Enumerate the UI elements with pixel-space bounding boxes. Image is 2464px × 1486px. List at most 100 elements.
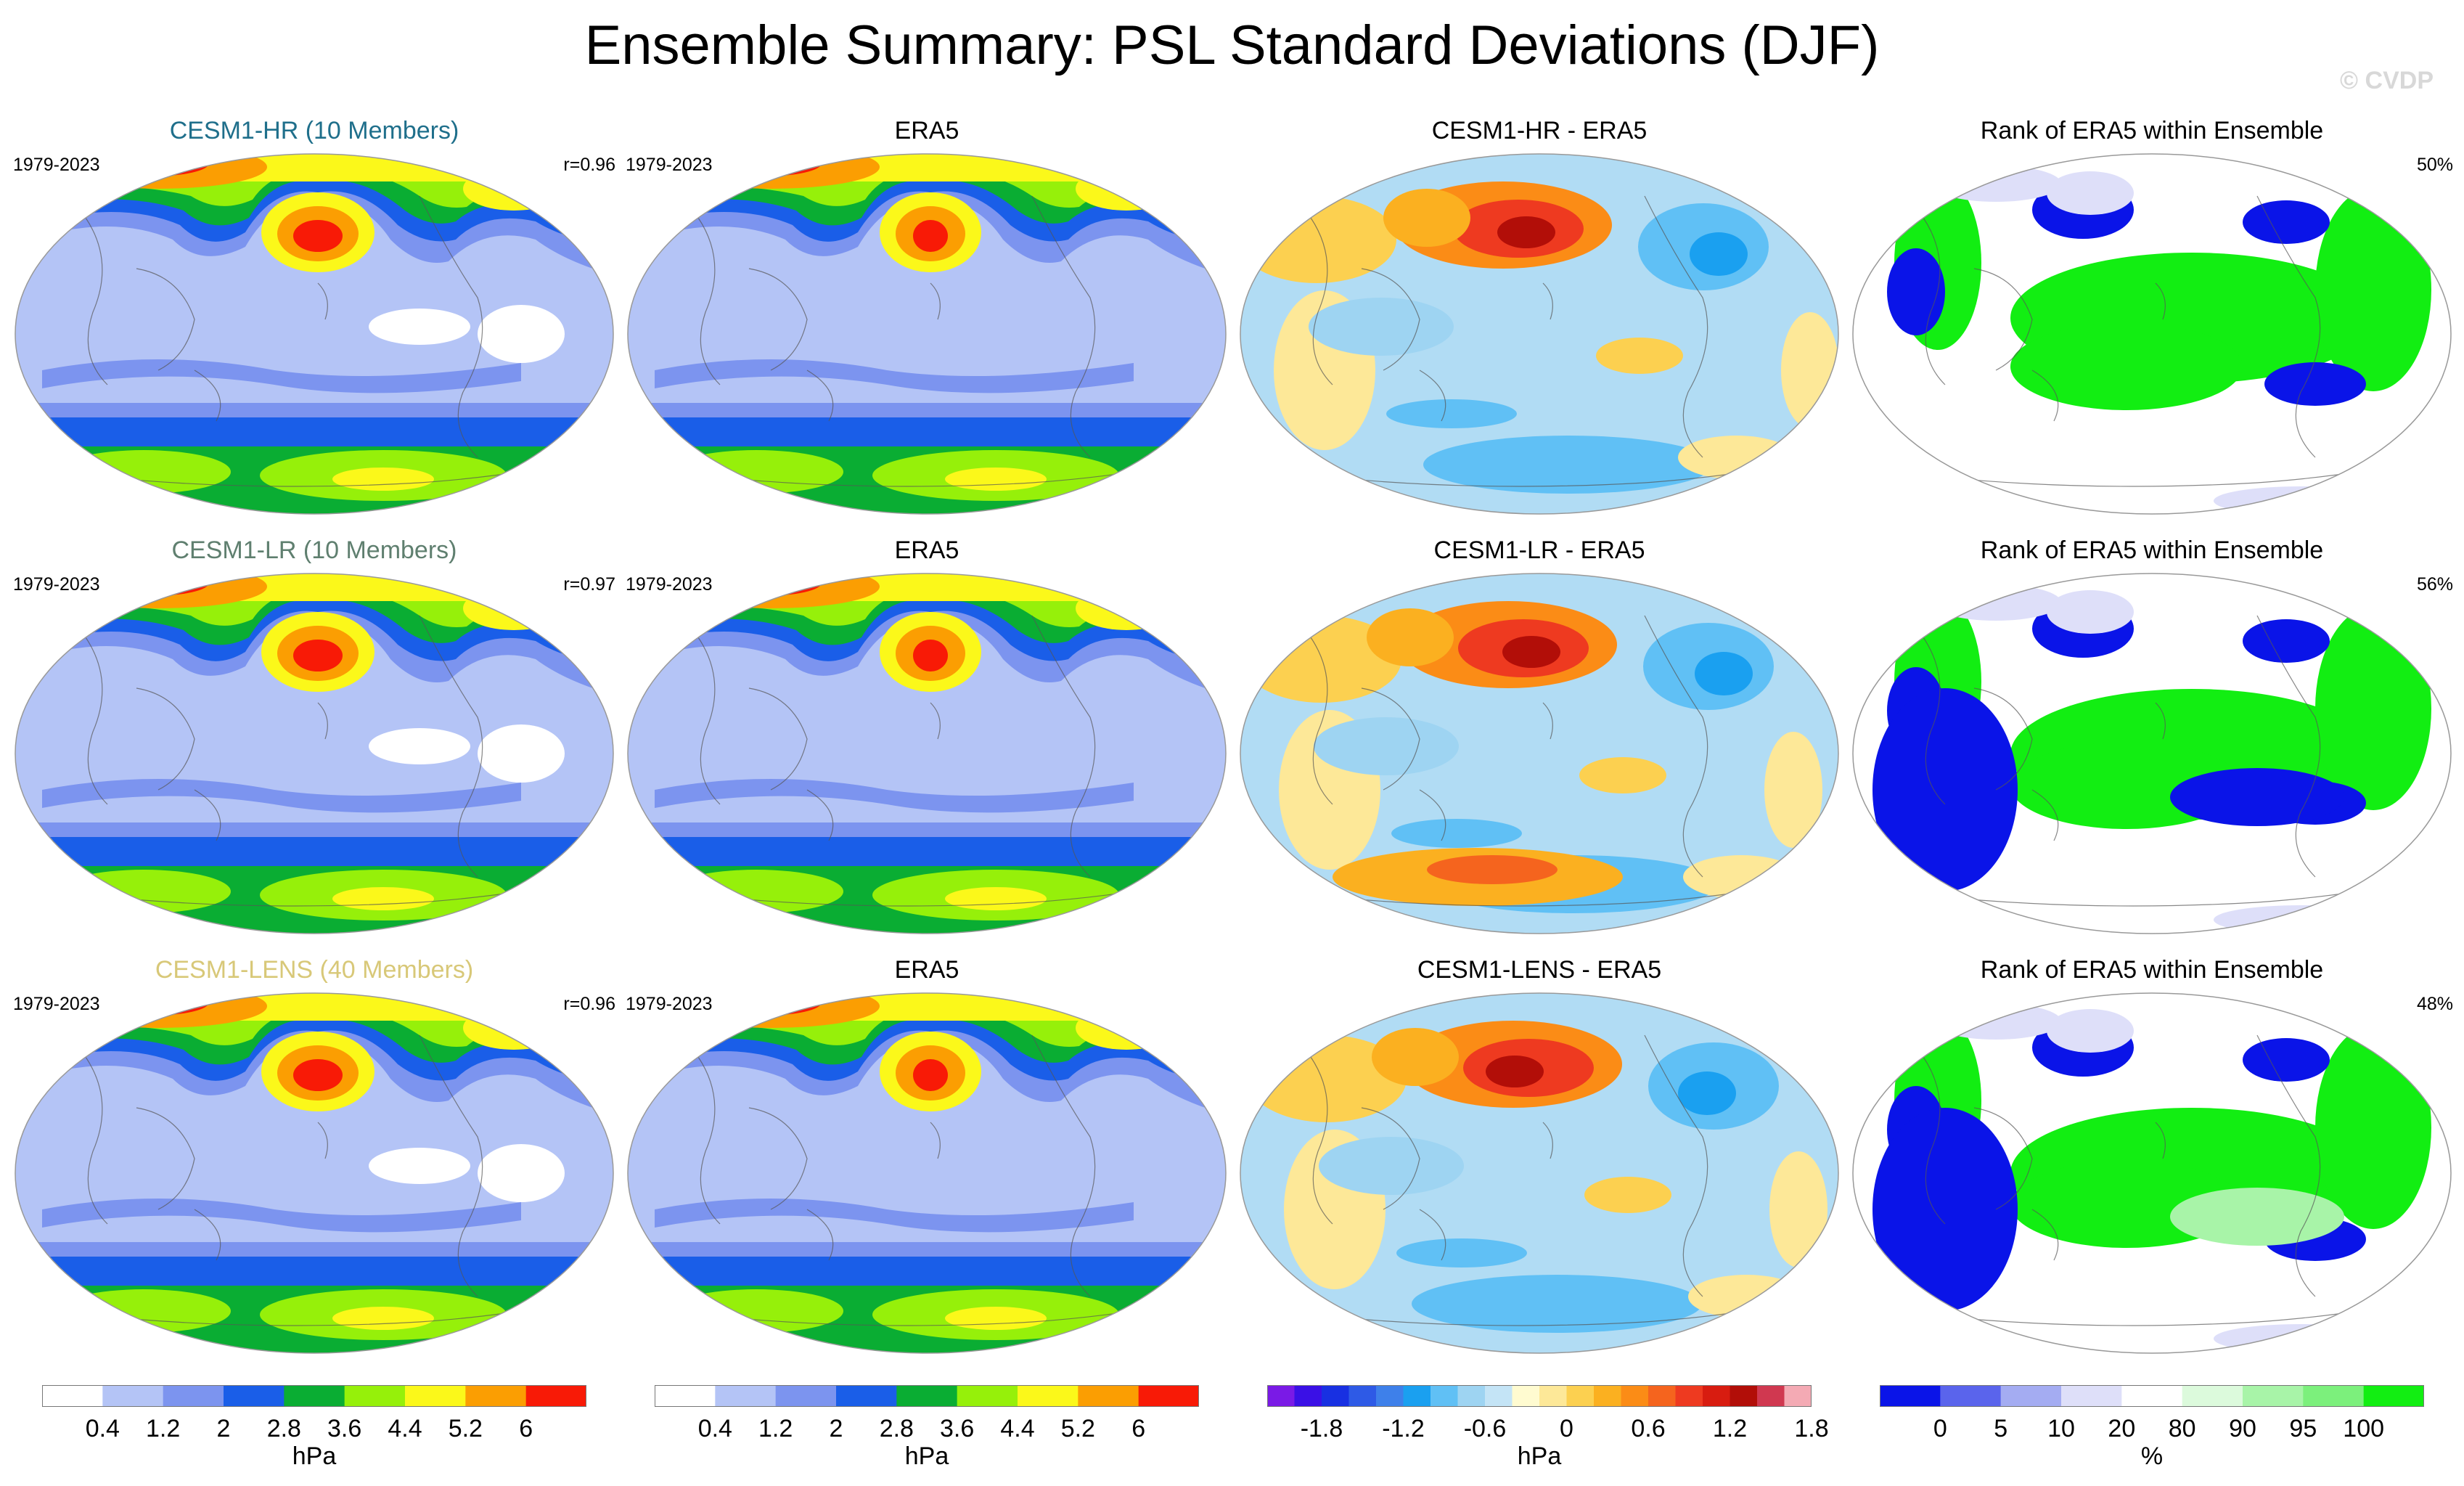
colorbar-swatch <box>1376 1385 1404 1407</box>
colorbar-swatch <box>715 1385 777 1407</box>
colorbar-tick-label: 1.2 <box>758 1415 793 1442</box>
colorbar-swatch <box>1138 1385 1200 1407</box>
figure-title: Ensemble Summary: PSL Standard Deviation… <box>584 15 1880 76</box>
colorbar-psl-stddev-difference: -1.8 -1.2 -0.6 0 0.6 1.2 1.8 hPa <box>1267 1385 1829 1479</box>
colorbar-swatch <box>2000 1385 2062 1407</box>
colorbar-swatch <box>465 1385 527 1407</box>
panel-title: ERA5 <box>894 117 959 144</box>
colorbar-unit-label: hPa <box>904 1442 949 1470</box>
colorbar-rank-of-obs: 0 5 10 20 80 90 95 100% <box>1880 1385 2425 1479</box>
colorbar-swatch <box>525 1385 587 1407</box>
colorbar-swatch <box>405 1385 466 1407</box>
colorbar-swatch <box>1485 1385 1513 1407</box>
difference-map <box>1240 153 1839 515</box>
rank-percent-label: 48% <box>2416 994 2453 1014</box>
colorbar-tick-label: 0.4 <box>85 1415 120 1442</box>
era5-psl-stddev-map <box>627 992 1227 1354</box>
era5-psl-stddev-map <box>627 573 1227 934</box>
colorbar-tick-label: 2 <box>829 1415 843 1442</box>
panel-title: CESM1-LENS - ERA5 <box>1417 956 1662 984</box>
colorbar-tick-label: 3.6 <box>327 1415 362 1442</box>
colorbar-tick-label: 4.4 <box>388 1415 422 1442</box>
model-psl-stddev-map <box>15 573 614 934</box>
map-panel-r1c4: Rank of ERA5 within Ensemble 50% <box>1851 116 2453 515</box>
colorbar-tick-label: 1.8 <box>1794 1415 1829 1442</box>
panel-title: CESM1-HR - ERA5 <box>1431 117 1648 144</box>
colorbar-swatches <box>42 1385 587 1407</box>
colorbar-swatch <box>224 1385 285 1407</box>
colorbar-swatch <box>655 1385 716 1407</box>
colorbar-swatch <box>1294 1385 1322 1407</box>
colorbar-swatch <box>1539 1385 1567 1407</box>
colorbar-swatch <box>2061 1385 2122 1407</box>
colorbar-swatch <box>1880 1385 1941 1407</box>
map-panel-r2c4: Rank of ERA5 within Ensemble 56% <box>1851 536 2453 935</box>
colorbar-swatch <box>1348 1385 1377 1407</box>
colorbar-tick-label: -0.6 <box>1463 1415 1507 1442</box>
colorbar-swatch <box>1940 1385 2002 1407</box>
colorbar-swatch <box>1078 1385 1139 1407</box>
colorbar-swatch <box>1784 1385 1812 1407</box>
colorbar-swatch <box>1018 1385 1078 1407</box>
colorbar-swatch <box>775 1385 837 1407</box>
colorbar-tick-label: 100 <box>2343 1415 2385 1442</box>
colorbar-swatch <box>1757 1385 1785 1407</box>
colorbar-tick-label: 5.2 <box>1060 1415 1095 1442</box>
map-panel-r1c3: CESM1-HR - ERA5 <box>1238 116 1841 515</box>
panel-title: Rank of ERA5 within Ensemble <box>1980 536 2324 564</box>
colorbar-swatch <box>2363 1385 2425 1407</box>
colorbar-tick-label: 95 <box>2289 1415 2317 1442</box>
panel-title: Rank of ERA5 within Ensemble <box>1980 117 2324 144</box>
colorbar-swatch <box>1512 1385 1540 1407</box>
panel-title: CESM1-LENS (40 Members) <box>155 956 474 984</box>
colorbar-swatch <box>836 1385 897 1407</box>
colorbar-tick-label: 6 <box>519 1415 533 1442</box>
difference-map <box>1240 573 1839 934</box>
time-period-label: 1979-2023 <box>13 994 100 1014</box>
colorbar-tick-label: 2 <box>216 1415 231 1442</box>
colorbar-swatches <box>1880 1385 2425 1407</box>
colorbar-psl-stddev-model: 0.4 1.2 2 2.8 3.6 4.4 5.2 6 hPa <box>42 1385 587 1479</box>
colorbar-tick-label: -1.8 <box>1300 1415 1343 1442</box>
time-period-label: 1979-2023 <box>13 574 100 595</box>
colorbar-tick-label: 5.2 <box>448 1415 483 1442</box>
pattern-correlation-label: r=0.96 <box>563 155 615 175</box>
colorbar-tick-label: 6 <box>1131 1415 1146 1442</box>
map-panel-r2c2: ERA5 1979-2023 <box>626 536 1228 935</box>
map-panel-r3c2: ERA5 1979-2023 <box>626 955 1228 1355</box>
map-panel-r1c2: ERA5 1979-2023 <box>626 116 1228 515</box>
colorbar-unit-label: % <box>2140 1442 2164 1470</box>
map-panel-r3c4: Rank of ERA5 within Ensemble 48% <box>1851 955 2453 1355</box>
colorbar-swatch <box>2182 1385 2243 1407</box>
colorbar-unit-label: hPa <box>1517 1442 1562 1470</box>
credit-watermark: © CVDP <box>2340 67 2434 94</box>
panel-title: ERA5 <box>894 956 959 984</box>
rank-map <box>1852 153 2452 515</box>
rank-percent-label: 50% <box>2416 155 2453 175</box>
colorbar-swatch <box>1322 1385 1349 1407</box>
colorbar-tick-label: -1.2 <box>1382 1415 1425 1442</box>
map-panel-r3c3: CESM1-LENS - ERA5 <box>1238 955 1841 1355</box>
colorbar-swatch <box>2121 1385 2183 1407</box>
difference-map <box>1240 992 1839 1354</box>
rank-map <box>1852 992 2452 1354</box>
colorbar-tick-label: 0.6 <box>1631 1415 1666 1442</box>
map-panel-r2c1: CESM1-LR (10 Members) 1979-2023 r=0.97 <box>13 536 615 935</box>
colorbar-tick-label: 5 <box>1994 1415 2008 1442</box>
colorbar-swatch <box>1430 1385 1458 1407</box>
colorbar-tick-label: 2.8 <box>266 1415 301 1442</box>
colorbar-tick-label: 1.2 <box>1712 1415 1748 1442</box>
colorbar-swatch <box>1566 1385 1595 1407</box>
colorbar-swatch <box>284 1385 345 1407</box>
time-period-label: 1979-2023 <box>626 994 713 1014</box>
panel-title: CESM1-HR (10 Members) <box>169 117 459 144</box>
panel-title: CESM1-LR (10 Members) <box>171 536 457 564</box>
time-period-label: 1979-2023 <box>13 155 100 175</box>
rank-map <box>1852 573 2452 934</box>
colorbar-swatch <box>42 1385 103 1407</box>
time-period-label: 1979-2023 <box>626 574 713 595</box>
colorbar-swatch <box>1267 1385 1295 1407</box>
colorbar-tick-label: 10 <box>2047 1415 2075 1442</box>
colorbar-swatch <box>1648 1385 1676 1407</box>
colorbar-tick-label: 90 <box>2229 1415 2256 1442</box>
